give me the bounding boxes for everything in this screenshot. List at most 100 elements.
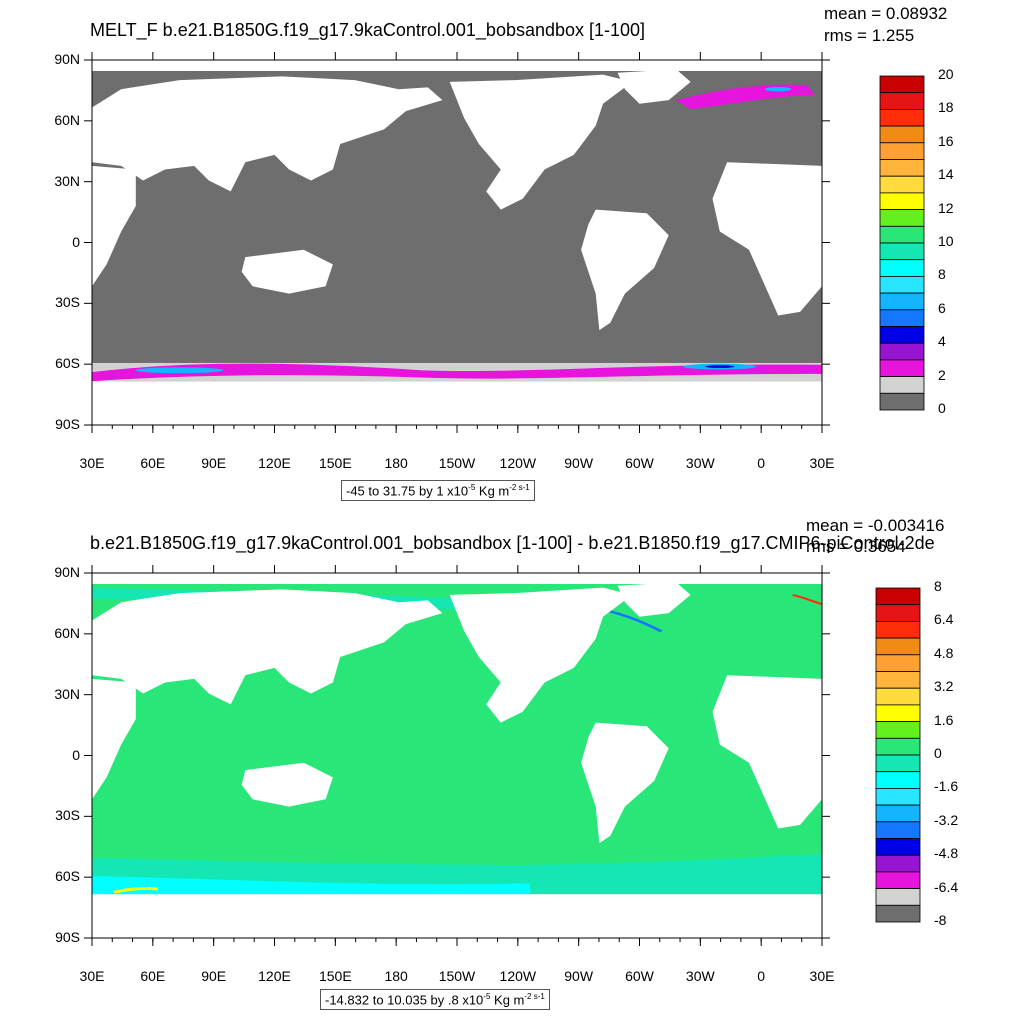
top-colorbar-label: 14: [938, 166, 954, 183]
bottom-colorbar-label: -6.4: [934, 878, 959, 895]
bottom-pos-streak-south: [112, 887, 159, 894]
bottom-lon-label: 30E: [79, 968, 105, 984]
top-lat-label: 90N: [54, 51, 80, 67]
top-colorbar-label: 10: [938, 233, 954, 249]
bottom-southern-neg: [92, 875, 530, 895]
bottom-colorbar-label: -4.8: [934, 845, 959, 862]
top-panel-rms: rms = 1.255: [824, 26, 915, 45]
bottom-lat-label: 90N: [54, 564, 80, 580]
bottom-lon-label: 120W: [499, 968, 537, 984]
bottom-colorbar-box: [875, 737, 921, 756]
bottom-colorbar-label: 3.2: [934, 678, 954, 695]
top-lon-label: 0: [757, 455, 766, 471]
bottom-map-group: [84, 565, 830, 946]
bottom-lon-label: 150E: [318, 968, 352, 984]
top-land-namerica: [449, 74, 633, 210]
top-colorbar-group: [879, 75, 925, 411]
top-melt-patch-north: [765, 87, 792, 92]
bottom-units-caption: -14.832 to 10.035 by .8 x10-5 Kg m-2 s-1: [320, 989, 550, 1011]
bottom-land-africa: [92, 675, 822, 829]
bottom-colorbar-box: [875, 604, 921, 622]
bottom-colorbar-label: 0: [934, 745, 942, 761]
top-land-samerica: [581, 209, 669, 331]
top-land-antarctica: [92, 381, 822, 425]
bottom-lat-label: 60N: [54, 624, 80, 641]
bottom-land-namerica: [449, 587, 633, 723]
bottom-colorbar-box: [875, 621, 921, 639]
bottom-colorbar-group: [875, 587, 921, 923]
bottom-lat-label: 30N: [54, 685, 80, 702]
top-lon-label: 60E: [140, 455, 166, 471]
bottom-lat-label: 90S: [55, 929, 80, 945]
bottom-colorbar-box: [875, 788, 921, 806]
top-map: [84, 52, 925, 433]
bottom-land-group: [92, 573, 823, 938]
top-land-arctic: [92, 60, 822, 71]
bottom-colorbar-box: [875, 587, 921, 606]
top-lon-label: 90E: [201, 455, 227, 471]
bottom-land-antarctica: [92, 894, 822, 938]
bottom-lat-label: 30S: [55, 807, 80, 824]
bottom-colorbar-box: [875, 704, 921, 723]
top-land-africa: [92, 162, 822, 316]
bottom-land-australia: [241, 762, 333, 807]
bottom-lon-label: 120E: [258, 968, 291, 984]
top-lon-label: 120E: [258, 455, 291, 471]
top-lon-label: 30W: [685, 455, 715, 471]
top-units-caption: -45 to 31.75 by 1 x10-5 Kg m-2 s-1: [341, 480, 535, 502]
top-panel-title: MELT_F b.e21.B1850G.f19_g17.9kaControl.0…: [90, 20, 646, 40]
bottom-colorbar-label: -8: [934, 912, 947, 928]
bottom-lon-label: 150W: [438, 968, 476, 984]
bottom-colorbar-label: 6.4: [934, 611, 954, 628]
top-lon-label: 150W: [438, 455, 476, 471]
top-lat-label: 30N: [54, 172, 80, 189]
top-colorbar-label: 20: [938, 66, 954, 82]
top-land-eurasia: [92, 76, 443, 192]
top-colorbar-label: 4: [938, 333, 946, 350]
bottom-panel-rms: rms = 0.3654: [806, 537, 906, 556]
top-panel-mean: mean = 0.08932: [824, 4, 948, 23]
bottom-lon-label: 90E: [201, 968, 227, 984]
bottom-land-greenland: [617, 582, 691, 617]
top-lat-label: 0: [72, 233, 80, 250]
bottom-lon-label: 180: [384, 968, 408, 984]
top-lat-label: 30S: [55, 294, 80, 311]
bottom-colorbar-box: [875, 888, 921, 906]
bottom-colorbar-label: 1.6: [934, 711, 954, 728]
bottom-colorbar-box: [875, 904, 921, 923]
bottom-colorbar-box: [875, 838, 921, 856]
top-colorbar-label: 8: [938, 266, 946, 283]
top-map-group: [84, 52, 830, 433]
top-colorbar-label: 2: [938, 366, 946, 383]
bottom-colorbar-label: 8: [934, 578, 942, 594]
bottom-land-eurasia: [92, 589, 443, 705]
bottom-colorbar-box: [875, 804, 921, 823]
top-colorbar-label: 6: [938, 299, 946, 316]
bottom-colorbar-box: [875, 687, 921, 706]
bottom-colorbar-box: [875, 771, 921, 789]
top-lon-label: 30E: [79, 455, 105, 471]
top-land-australia: [241, 249, 333, 294]
bottom-lon-label: 30W: [685, 968, 715, 984]
bottom-colorbar-box: [875, 754, 921, 773]
bottom-colorbar-box: [875, 821, 921, 839]
top-lat-label: 90S: [55, 416, 80, 432]
top-colorbar-label: 18: [938, 99, 954, 116]
bottom-panel-title: b.e21.B1850G.f19_g17.9kaControl.001_bobs…: [90, 533, 935, 553]
bottom-lon-label: 60W: [625, 968, 654, 984]
top-lat-label: 60N: [54, 111, 80, 128]
top-colorbar-label: 12: [938, 199, 954, 216]
top-lon-label: 180: [384, 455, 408, 471]
top-land-greenland: [617, 69, 691, 104]
bottom-colorbar-box: [875, 721, 921, 739]
bottom-colorbar-box: [875, 654, 921, 672]
bottom-colorbar-label: -1.6: [934, 778, 959, 795]
top-colorbar-label: 0: [938, 400, 946, 416]
bottom-colorbar-box: [875, 637, 921, 656]
bottom-pos-streak-north: [791, 594, 823, 605]
top-lon-label: 120W: [499, 455, 537, 471]
bottom-land-arctic: [92, 573, 822, 584]
top-melt-patch-3: [705, 365, 735, 369]
top-colorbar-label: 16: [938, 132, 954, 149]
